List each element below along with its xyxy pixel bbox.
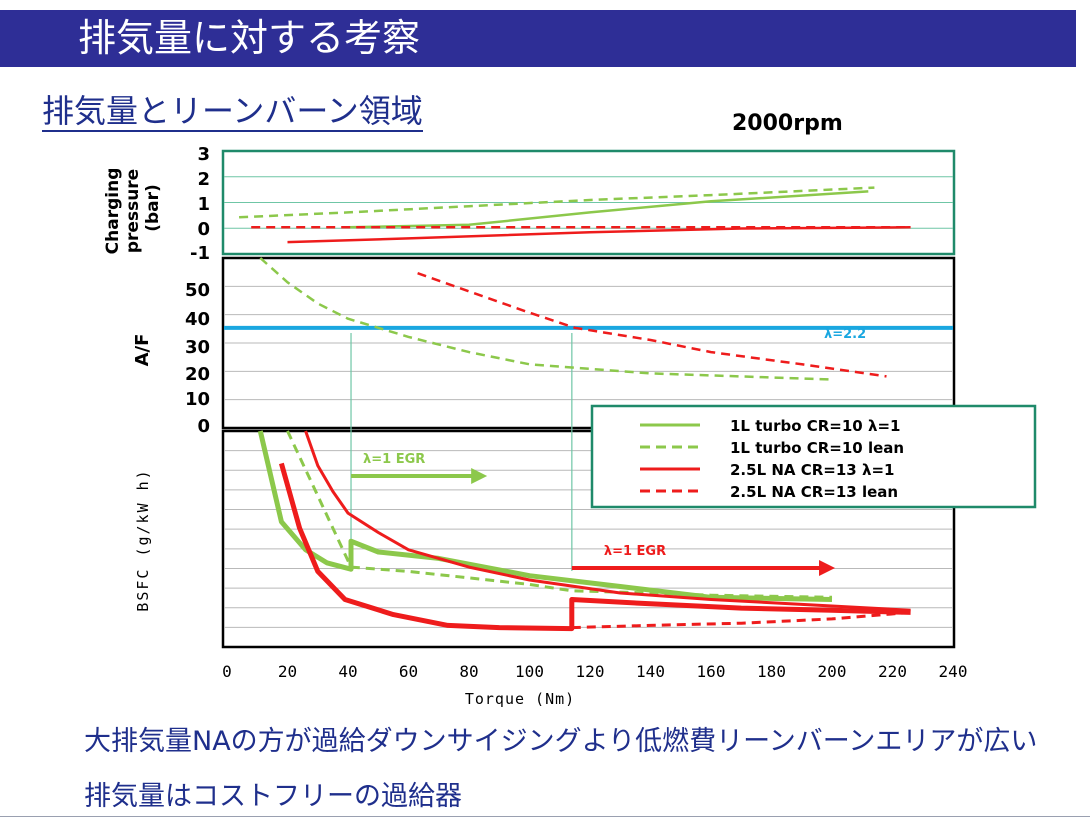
x-tick-label: 180	[757, 662, 786, 681]
egr-annotation-label: λ=1 EGR	[604, 544, 666, 559]
legend-label: 2.5L NA CR=13 lean	[730, 483, 898, 501]
x-tick-label: 20	[278, 662, 297, 681]
x-tick-label: 100	[515, 662, 544, 681]
series-line	[304, 430, 911, 612]
y-tick-label: 40	[185, 309, 210, 330]
y-tick-label: 30	[185, 337, 210, 358]
x-tick-label: 80	[459, 662, 478, 681]
series-line	[239, 186, 875, 219]
series-line	[571, 610, 911, 630]
y-tick-label: 20	[185, 364, 210, 385]
y-tick-label: 50	[185, 280, 210, 301]
x-tick-label: 120	[576, 662, 605, 681]
pressure-ylabel-line3: (bar)	[143, 184, 163, 232]
pressure-ylabel-line2: pressure	[123, 169, 143, 253]
legend: 1L turbo CR=10 λ=1 1L turbo CR=10 lean 2.5…	[590, 404, 1037, 509]
series-line	[257, 430, 833, 602]
series-line	[286, 430, 833, 599]
pressure-ylabel-line1: Charging	[103, 168, 123, 255]
legend-label: 1L turbo CR=10 lean	[730, 439, 904, 457]
y-tick-label: 3	[197, 144, 210, 165]
x-tick-label: 160	[697, 662, 726, 681]
y-tick-label: -1	[190, 243, 210, 264]
y-tick-label: 1	[197, 194, 210, 215]
y-tick-label: 0	[197, 416, 210, 437]
legend-label: 2.5L NA CR=13 λ=1	[730, 461, 894, 479]
y-tick-label: 10	[185, 389, 210, 410]
section-title: 排気量とリーンバーン領域	[42, 92, 423, 132]
y-tick-label: 2	[197, 169, 210, 190]
series-line	[278, 462, 911, 632]
x-tick-label: 140	[636, 662, 665, 681]
series-line	[417, 272, 887, 378]
note-line-1: 大排気量NAの方が過給ダウンサイジングより低燃費リーンバーンエリアが広い	[84, 726, 1038, 757]
pressure-ylabel: Charging pressure (bar)	[103, 162, 163, 255]
bsfc-panel-frame	[221, 429, 956, 649]
lambda-reference-label: λ=2.2	[824, 327, 866, 342]
x-tick-label: 240	[939, 662, 968, 681]
x-tick-label: 200	[818, 662, 847, 681]
x-tick-label: 60	[399, 662, 418, 681]
slide-title: 排気量に対する考察	[78, 16, 421, 60]
legend-label: 1L turbo CR=10 λ=1	[730, 417, 900, 435]
x-tick-label: 0	[222, 662, 232, 681]
af-panel-frame	[221, 256, 956, 430]
x-tick-label: 40	[338, 662, 357, 681]
rpm-label: 2000rpm	[732, 111, 843, 136]
header-bar	[0, 10, 1076, 67]
egr-arrow-head	[819, 560, 836, 576]
pressure-panel-frame	[221, 149, 956, 256]
bottom-rule	[0, 816, 1090, 817]
series-line	[347, 190, 869, 229]
series-line	[287, 226, 911, 244]
x-axis-label: Torque (Nm)	[465, 690, 575, 708]
note-line-2: 排気量はコストフリーの過給器	[84, 781, 462, 812]
af-ylabel: A/F	[132, 334, 153, 367]
x-tick-label: 220	[878, 662, 907, 681]
series-line	[259, 257, 833, 381]
y-tick-label: 0	[197, 219, 210, 240]
egr-arrow-head	[471, 468, 488, 484]
egr-annotation-label: λ=1 EGR	[363, 452, 425, 467]
bsfc-ylabel: BSFC (g/kW h)	[134, 468, 152, 611]
